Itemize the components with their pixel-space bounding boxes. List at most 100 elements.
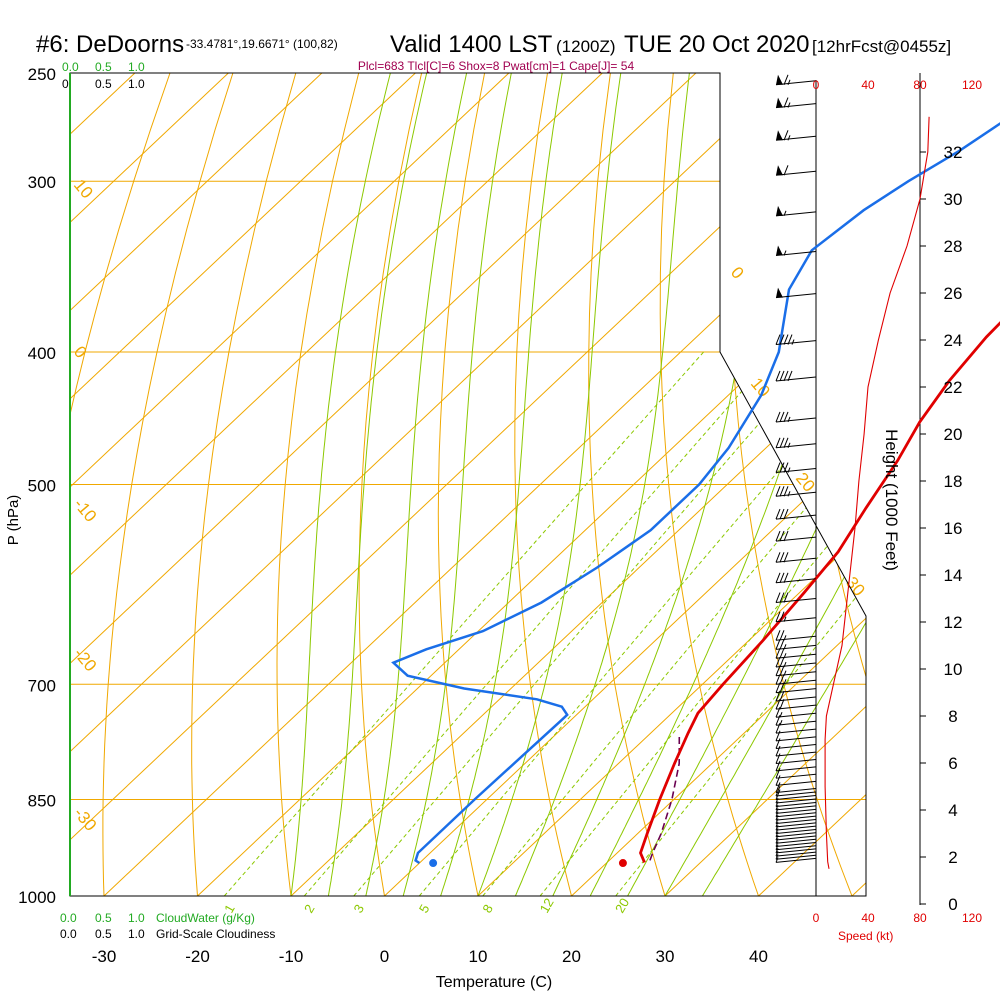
barb-flag xyxy=(779,690,785,702)
height-tick-label: 32 xyxy=(944,143,963,162)
dry-adiabat-line xyxy=(191,73,297,896)
barb-flag xyxy=(783,530,789,542)
temperature-tick-label: -10 xyxy=(279,947,304,966)
barb-staff xyxy=(775,845,816,851)
barb-half-flag xyxy=(775,831,779,837)
moist-adiabat-line xyxy=(664,73,866,896)
wind-barb xyxy=(775,674,816,685)
barb-pennant xyxy=(776,165,783,176)
wind-barb xyxy=(775,630,816,641)
station-coords: -33.4781°,19.6671° (100,82) xyxy=(186,37,338,51)
barb-flag xyxy=(775,611,781,622)
zulu-time: (1200Z) xyxy=(556,37,616,56)
pressure-tick-label: 700 xyxy=(28,676,56,695)
wind-barb xyxy=(775,665,816,677)
isotherm-line xyxy=(70,73,229,896)
barb-staff xyxy=(775,857,816,863)
barb-flag xyxy=(783,572,789,583)
dry-adiabat-line xyxy=(276,73,360,896)
wind-barb xyxy=(775,508,816,520)
mixing-ratio-label: 5 xyxy=(416,902,433,916)
isotherm-line xyxy=(197,73,866,896)
wind-barb xyxy=(775,165,816,176)
barb-pennant xyxy=(776,245,783,256)
barb-pennant xyxy=(776,205,783,216)
speed-tick-label-top: 120 xyxy=(962,78,982,92)
speed-tick-label-top: 40 xyxy=(861,78,875,92)
isotherm-label: -30 xyxy=(70,804,100,835)
barb-staff xyxy=(775,635,816,641)
moist-adiabat-line xyxy=(290,73,391,896)
barb-flag xyxy=(779,698,785,710)
barb-half-flag xyxy=(779,720,783,726)
wind-barb xyxy=(775,245,816,257)
wind-barb xyxy=(775,97,816,109)
barb-half-flag xyxy=(775,834,779,841)
valid-date: TUE 20 Oct 2020 xyxy=(624,31,809,58)
barb-flag xyxy=(775,370,781,382)
barb-staff xyxy=(775,578,816,584)
barb-staff xyxy=(775,805,816,811)
wind-barb xyxy=(775,370,816,382)
barb-flag xyxy=(775,552,781,563)
barb-flag xyxy=(783,437,789,448)
isotherm-label: 10 xyxy=(70,176,97,203)
wind-barb xyxy=(775,462,816,474)
wind-barb xyxy=(775,854,816,860)
barb-half-flag xyxy=(787,135,791,141)
barb-pennant xyxy=(776,130,783,141)
barb-half-flag xyxy=(783,210,787,217)
barb-flag xyxy=(775,486,781,497)
mixing-ratio-line xyxy=(615,351,866,896)
isotherm-line xyxy=(477,73,866,896)
barb-staff xyxy=(775,720,816,726)
height-tick-label: 6 xyxy=(948,754,957,773)
mixing-ratio-line xyxy=(418,351,866,896)
wind-barb xyxy=(775,844,816,851)
moist-adiabat-line xyxy=(477,73,622,896)
mixing-ratio-line xyxy=(223,351,704,896)
speed-axis-label: Speed (kt) xyxy=(838,929,893,943)
cloudiness-tick: 1.0 xyxy=(128,927,145,941)
barb-flag xyxy=(783,592,789,603)
height-tick-label: 16 xyxy=(944,519,963,538)
mixing-ratio-label: 12 xyxy=(537,895,557,915)
barb-flag xyxy=(779,411,785,423)
wind-barb xyxy=(775,552,816,563)
barb-staff xyxy=(775,842,816,847)
barb-staff xyxy=(775,791,816,797)
surface-temperature-dot xyxy=(618,859,627,868)
height-tick-label: 20 xyxy=(944,425,963,444)
wind-barb xyxy=(775,814,816,821)
barb-flag xyxy=(779,630,785,641)
barb-half-flag xyxy=(787,79,791,85)
barb-staff xyxy=(775,818,816,824)
barb-staff xyxy=(775,662,816,668)
temperature-axis-label: Temperature (C) xyxy=(436,974,552,991)
height-tick-label: 24 xyxy=(944,331,963,350)
barb-half-flag xyxy=(775,821,779,828)
barb-half-flag xyxy=(775,847,779,854)
barb-staff xyxy=(775,671,816,677)
cloud-scale-top: 0.0 0.5 1.0 0 0.5 1.0 xyxy=(62,60,145,91)
barb-half-flag xyxy=(787,416,791,423)
barb-pennant xyxy=(776,97,783,108)
barb-flag xyxy=(775,674,781,685)
dry-adiabat-line xyxy=(988,73,1000,896)
barb-staff xyxy=(775,557,816,563)
barb-flag xyxy=(775,530,781,542)
isobar-lines xyxy=(70,72,866,897)
barb-staff xyxy=(775,848,816,854)
barb-flag xyxy=(779,611,785,622)
barb-flag xyxy=(779,682,785,693)
wind-barb xyxy=(775,648,816,659)
barb-staff xyxy=(775,759,816,765)
wind-barb xyxy=(775,74,816,86)
dry-adiabat-line xyxy=(588,73,666,896)
isotherm-line xyxy=(70,73,697,896)
speed-tick-label-bottom: 40 xyxy=(861,911,875,925)
pressure-tick-labels: 250 300 400 500 700 850 1000 xyxy=(18,65,56,907)
mixing-ratio-labels: 1 2 3 5 8 12 20 xyxy=(221,895,632,915)
barb-staff xyxy=(775,688,816,694)
